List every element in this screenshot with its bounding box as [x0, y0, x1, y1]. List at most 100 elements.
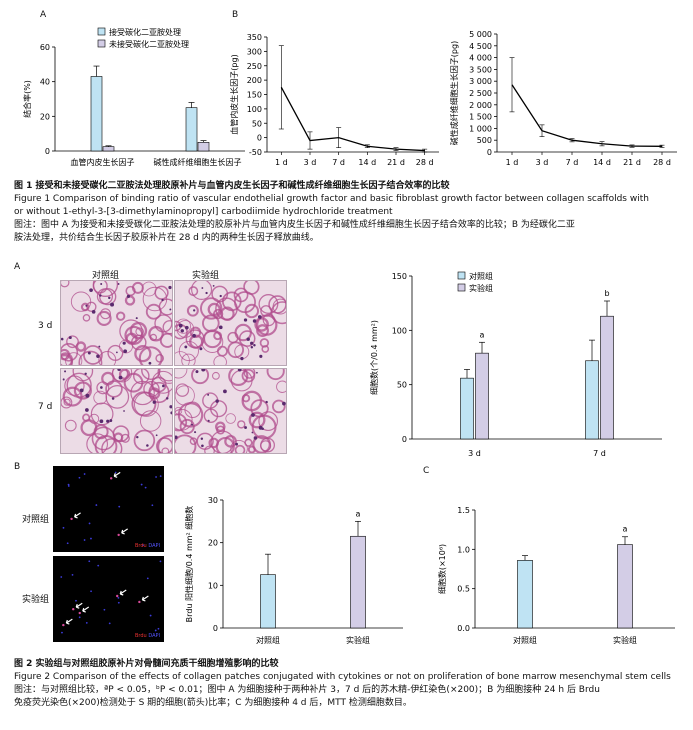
- he-nucleus: [207, 419, 210, 422]
- he-nucleus: [200, 437, 204, 440]
- arrow-icon: [65, 618, 73, 625]
- series-line: [280, 87, 425, 152]
- y-tick-label: 200: [247, 76, 262, 85]
- fig1-panel-b-label: B: [232, 10, 239, 20]
- bar: [90, 76, 103, 152]
- he-fiber: [188, 286, 199, 297]
- he-fiber: [244, 303, 260, 319]
- he-fiber: [82, 314, 91, 322]
- he-fiber: [233, 287, 249, 303]
- he-fiber: [175, 369, 188, 379]
- he-fiber: [80, 419, 98, 437]
- he-fiber: [133, 369, 150, 385]
- he-fiber: [243, 281, 260, 295]
- he-fiber: [191, 281, 213, 300]
- he-fiber: [234, 323, 252, 342]
- y-tick-label: 150: [247, 91, 262, 100]
- he-fiber: [139, 410, 162, 432]
- fig1-panel-b-left-chart: -50 0 50 100 150 200 250 300 350 1 d 3 d 7 d 14 d 21 …: [229, 33, 439, 167]
- y-axis-label: 碱性成纤维细胞生长因子(pg): [449, 41, 459, 145]
- he-fiber: [270, 301, 286, 325]
- he-nucleus: [91, 310, 96, 314]
- he-fiber: [86, 301, 97, 312]
- he-nucleus: [79, 388, 84, 393]
- nucleus-dot: [140, 483, 143, 486]
- nucleus-dot: [108, 622, 111, 625]
- y-axis-label: 细胞数(个/0.4 mm²): [369, 320, 379, 395]
- fig2-caption: 图 2 实验组与对照组胶原补片对骨髓间充质干细胞增殖影响的比较 Figure 2…: [14, 658, 684, 710]
- y-tick-label: 500: [477, 136, 492, 145]
- stain-legend: Brdu DAPI: [135, 543, 160, 549]
- he-fiber: [115, 311, 126, 321]
- he-fiber: [175, 383, 190, 397]
- x-tick-label: 1 d: [506, 158, 519, 167]
- nucleus-dot: [159, 560, 162, 563]
- nucleus-dot: [61, 631, 63, 634]
- he-fiber: [100, 308, 111, 320]
- he-fiber: [61, 343, 79, 362]
- nucleus-dot: [90, 590, 92, 593]
- x-category-label: 对照组: [256, 635, 280, 645]
- he-fiber: [215, 436, 235, 453]
- he-fiber: [124, 325, 144, 345]
- he-nucleus: [87, 351, 91, 355]
- he-nucleus: [184, 325, 189, 330]
- he-nucleus: [111, 397, 115, 400]
- he-fiber: [155, 353, 165, 363]
- legend-swatch: [97, 39, 106, 48]
- he-nucleus: [122, 341, 126, 345]
- he-nucleus: [205, 291, 208, 295]
- stain-dapi-label: DAPI: [148, 543, 160, 549]
- he-fiber: [228, 369, 249, 387]
- brdu-positive-dot: [70, 517, 73, 521]
- fig2-note-2: 免疫荧光染色(×200)检测处于 S 期的细胞(箭头)比率；C 为细胞接种 4 …: [14, 698, 412, 708]
- he-fiber: [145, 303, 162, 320]
- nucleus-dot: [62, 526, 65, 529]
- arrow-icon: [82, 606, 90, 613]
- he-nucleus: [85, 393, 90, 398]
- he-nucleus: [194, 431, 197, 434]
- fig1-panel-a-chart: 0 20 40 60 血管内皮生长因子 碱性成纤维细胞生长因子 结合率(%) 接受碳化二亚胺处…: [22, 27, 245, 167]
- he-fiber: [216, 425, 226, 435]
- nucleus-dot: [118, 505, 121, 508]
- he-nucleus: [170, 411, 172, 415]
- bar: [460, 377, 474, 440]
- arrow-icon: [113, 471, 121, 478]
- nucleus-dot: [144, 486, 147, 489]
- he-fiber: [175, 385, 195, 406]
- he-nucleus: [169, 405, 172, 409]
- he-nucleus: [253, 436, 258, 440]
- x-tick-label: 3 d: [536, 158, 549, 167]
- he-nucleus: [237, 369, 242, 372]
- he-nucleus: [191, 423, 193, 426]
- he-fiber: [162, 320, 172, 335]
- nucleus-dot: [83, 473, 86, 475]
- nucleus-dot: [67, 483, 70, 486]
- fig2-a-col-exp: 实验组: [192, 271, 220, 281]
- y-tick-label: -50: [249, 148, 262, 157]
- he-fiber: [175, 406, 183, 415]
- x-tick-label: 21 d: [387, 158, 405, 167]
- he-fiber: [86, 433, 109, 453]
- nucleus-dot: [155, 476, 157, 478]
- bar: [585, 360, 599, 440]
- he-nucleus: [123, 410, 125, 412]
- he-fiber: [96, 310, 112, 326]
- nucleus-dot: [90, 537, 92, 540]
- he-fiber: [248, 411, 266, 429]
- he-fiber: [138, 346, 163, 365]
- he-nucleus: [256, 371, 258, 374]
- y-tick-label: 0: [257, 134, 262, 143]
- y-axis-label: 血管内皮生长因子(pg): [229, 54, 239, 134]
- he-nucleus: [180, 329, 184, 333]
- he-fiber: [75, 341, 87, 352]
- he-image-exp-7d: [174, 368, 287, 454]
- he-fiber: [259, 338, 270, 348]
- x-category-label: 对照组: [513, 635, 537, 645]
- fig2-caption-title-en: Figure 2 Comparison of the effects of co…: [14, 672, 671, 682]
- he-nucleus: [201, 369, 206, 372]
- y-tick-label: 0: [45, 147, 50, 156]
- he-fiber: [64, 419, 77, 432]
- y-tick-label: 0.0: [457, 624, 470, 633]
- he-fiber: [230, 439, 248, 453]
